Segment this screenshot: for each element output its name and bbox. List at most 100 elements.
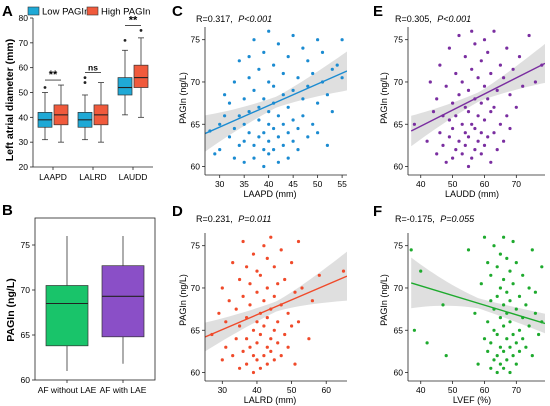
data-point	[454, 71, 458, 76]
panelF-confidence-band	[411, 257, 545, 334]
y-tick-label: 75	[191, 35, 201, 45]
data-point	[508, 126, 512, 131]
panel-d-ylabel: PAGIn (ng/L)	[178, 274, 188, 326]
data-point	[281, 71, 285, 76]
panel-c-p: P<0.001	[238, 14, 272, 24]
data-point	[514, 307, 518, 311]
data-point	[502, 76, 506, 80]
data-point	[301, 114, 305, 118]
box-outlier	[83, 76, 87, 79]
data-point	[505, 337, 509, 341]
panel-d-scatter: R=0.231, P=0.011 LALRD (mm) PAGIn (ng/L)…	[178, 214, 347, 405]
data-point	[460, 80, 464, 84]
panel-f-stat: R=-0.175, P=0.055	[395, 214, 475, 224]
data-point	[217, 311, 221, 315]
data-point	[247, 131, 251, 135]
data-point	[276, 160, 280, 164]
data-point	[479, 131, 483, 135]
data-point	[447, 118, 451, 122]
panel-c-xlabel: LAAPD (mm)	[243, 189, 296, 199]
x-tick-label: 50	[287, 385, 297, 395]
data-point	[296, 239, 301, 244]
data-point	[502, 139, 506, 143]
significance-label: **	[129, 14, 138, 26]
data-point	[524, 303, 528, 307]
data-point	[251, 328, 256, 332]
panel-d-stat: R=0.231, P=0.011	[196, 214, 271, 224]
data-point	[241, 239, 245, 244]
y-tick-label: 50	[19, 88, 29, 98]
panel-c-ylabel: PAGIn (ng/L)	[178, 72, 188, 124]
data-point	[276, 341, 280, 345]
data-point	[476, 362, 480, 366]
data-point	[502, 366, 506, 370]
x-tick-label: 35	[239, 179, 249, 189]
data-point	[242, 160, 246, 164]
data-point	[482, 118, 487, 122]
data-point	[257, 118, 261, 122]
data-point	[537, 332, 541, 337]
y-tick-label: 70	[21, 285, 31, 295]
data-point	[470, 156, 474, 160]
data-point	[251, 252, 256, 256]
data-point	[489, 366, 493, 370]
data-point	[517, 55, 522, 59]
significance-label: **	[49, 69, 58, 81]
data-point	[492, 131, 496, 135]
data-point	[527, 324, 531, 328]
y-tick-label: 60	[21, 375, 31, 385]
panel-f-r: R=-0.175,	[395, 214, 435, 224]
data-point	[492, 358, 496, 362]
data-point	[248, 282, 252, 286]
data-point	[340, 76, 344, 80]
data-point	[476, 114, 480, 118]
x-tick-label: 45	[288, 179, 298, 189]
data-point	[473, 42, 477, 46]
data-point	[444, 354, 448, 358]
data-point	[505, 358, 509, 362]
data-point	[502, 303, 506, 307]
data-point	[255, 341, 259, 345]
y-tick-label: 40	[19, 112, 29, 122]
data-point	[223, 93, 227, 97]
data-point	[232, 126, 236, 131]
legend-label-high: High PAGIn	[101, 7, 150, 18]
data-point	[508, 370, 512, 375]
data-point	[272, 328, 276, 332]
data-point	[489, 341, 493, 345]
data-point	[231, 354, 235, 358]
data-point	[272, 358, 276, 362]
data-point	[498, 345, 502, 349]
data-point	[511, 354, 515, 358]
data-point	[272, 63, 276, 67]
data-point	[444, 160, 448, 164]
panelF-fit-line	[410, 282, 545, 325]
data-point	[227, 299, 231, 303]
data-point	[527, 286, 531, 290]
data-point	[279, 248, 283, 252]
data-point	[454, 114, 458, 118]
data-point	[311, 71, 315, 76]
data-point	[470, 29, 474, 33]
x-tick-label: 60	[480, 179, 490, 189]
x-category-label: AF without LAE	[38, 385, 97, 395]
data-point	[223, 114, 227, 118]
panel-e-ylabel: PAGIn (ng/L)	[379, 72, 389, 124]
data-point	[293, 290, 297, 294]
x-tick-label: 40	[252, 385, 262, 395]
data-point	[479, 282, 483, 286]
data-point	[316, 101, 320, 105]
y-tick-label: 75	[191, 241, 201, 251]
data-point	[262, 244, 266, 248]
x-tick-label: 50	[448, 385, 458, 395]
data-point	[248, 345, 252, 349]
data-point	[218, 148, 222, 152]
x-tick-label: 60	[321, 385, 331, 395]
box-outlier	[83, 81, 87, 84]
data-point	[441, 303, 445, 307]
data-point	[220, 286, 224, 290]
data-point	[498, 362, 502, 366]
y-tick-label: 70	[19, 38, 29, 48]
y-tick-label: 70	[191, 283, 201, 293]
data-point	[505, 46, 509, 50]
